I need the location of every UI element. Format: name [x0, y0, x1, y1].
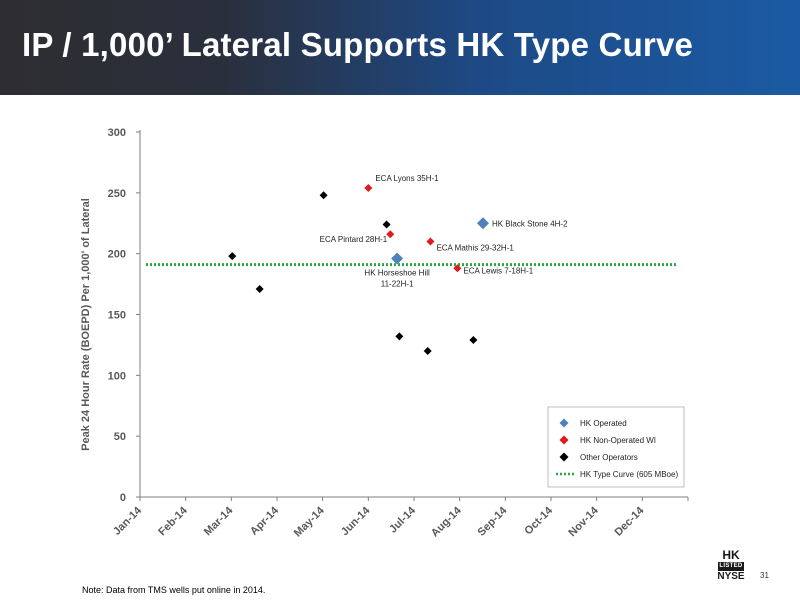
point-label: HK Horseshoe Hill	[364, 269, 430, 278]
x-tick-label: May-14	[292, 504, 327, 539]
scatter-chart: 0 50 100 150 200 250 300 Jan-14 Feb-14 Mar-14 Apr-…	[80, 127, 689, 539]
x-tick-label: Apr-14	[248, 504, 282, 538]
page-title: IP / 1,000’ Lateral Supports HK Type Cur…	[22, 26, 694, 63]
x-tick-label: Feb-14	[156, 504, 190, 538]
data-point	[364, 183, 373, 192]
data-point	[391, 252, 404, 265]
point-label: ECA Lewis 7-18H-1	[463, 266, 533, 275]
data-point	[382, 220, 391, 229]
x-tick-label: Jun-14	[339, 504, 373, 538]
data-point	[453, 264, 462, 273]
x-tick-label: Mar-14	[202, 504, 236, 538]
y-tick-label: 300	[108, 127, 126, 139]
data-point	[395, 332, 404, 341]
point-label: ECA Mathis 29-32H-1	[436, 244, 514, 253]
data-point	[476, 217, 489, 230]
data-point	[319, 191, 328, 200]
y-tick-label: 50	[114, 431, 126, 443]
point-label: HK Black Stone 4H-2	[492, 219, 568, 228]
page-number: 31	[760, 571, 769, 580]
point-label: 11-22H-1	[381, 280, 414, 289]
data-point	[386, 230, 395, 239]
x-tick-label: Jul-14	[387, 504, 419, 536]
data-point	[255, 284, 264, 293]
legend-marker	[559, 435, 569, 445]
x-tick-label: Jan-14	[111, 504, 145, 538]
data-point	[228, 252, 237, 261]
data-point	[469, 336, 478, 345]
y-axis-label: Peak 24 Hour Rate (BOEPD) Per 1,000' of …	[80, 198, 92, 451]
point-label: ECA Lyons 35H-1	[375, 174, 439, 183]
y-tick-label: 100	[108, 370, 126, 382]
x-tick-label: Nov-14	[566, 504, 601, 539]
y-tick-label: 150	[108, 310, 126, 322]
legend-marker	[559, 418, 569, 428]
legend-entry: HK Type Curve (605 MBoe)	[580, 470, 678, 479]
logo-line-nyse: NYSE	[717, 571, 745, 582]
footnote: Note: Data from TMS wells put online in …	[82, 585, 266, 595]
legend-box	[547, 406, 685, 488]
data-point	[423, 347, 432, 355]
x-tick-label: Oct-14	[522, 504, 555, 537]
title-banner: IP / 1,000’ Lateral Supports HK Type Cur…	[0, 0, 800, 95]
legend-entry: Other Operators	[580, 453, 638, 462]
legend-entry: HK Operated	[580, 419, 627, 428]
legend-marker	[559, 452, 569, 462]
x-tick-label: Dec-14	[612, 504, 647, 539]
x-tick-label: Aug-14	[429, 504, 464, 539]
legend-entry: HK Non-Operated WI	[580, 436, 656, 445]
y-tick-label: 200	[108, 249, 126, 261]
point-label: ECA Pintard 28H-1	[320, 235, 388, 244]
hk-nyse-logo: HK LISTED NYSE	[716, 549, 746, 582]
data-point	[426, 237, 435, 246]
y-tick-label: 250	[108, 188, 126, 200]
x-tick-label: Sep-14	[475, 504, 510, 539]
logo-line-hk: HK	[722, 548, 740, 562]
y-tick-label: 0	[120, 492, 126, 504]
logo-badge-listed: LISTED	[718, 562, 744, 571]
